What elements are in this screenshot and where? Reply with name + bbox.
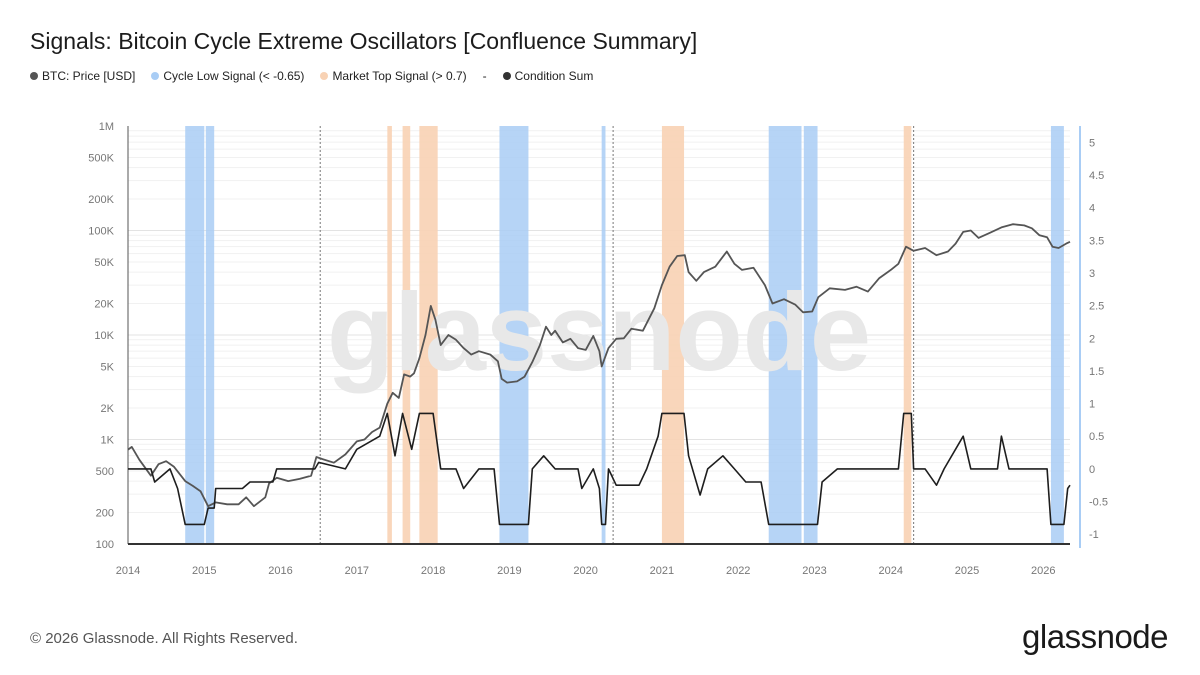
legend-condition-sum-dot <box>502 72 511 80</box>
cycle-low-band <box>803 126 818 544</box>
market-top-band <box>419 126 438 544</box>
chart-title: Signals: Bitcoin Cycle Extreme Oscillato… <box>30 28 698 54</box>
legend-price-dot <box>30 72 38 80</box>
glassnode-logo: glassnode <box>1022 618 1168 655</box>
x-tick-label: 2021 <box>650 565 674 577</box>
y-left-tick-label: 1K <box>101 435 115 447</box>
cycle-low-band <box>499 126 529 544</box>
x-tick-label: 2019 <box>497 565 521 577</box>
x-tick-label: 2016 <box>268 565 292 577</box>
legend-item-condition-sum[interactable]: Condition Sum <box>502 69 594 83</box>
legend-item-cycle-low[interactable]: Cycle Low Signal (< -0.65) <box>151 69 304 83</box>
cycle-low-band <box>185 126 205 544</box>
cycle-low-band <box>601 126 606 544</box>
chart-svg: glassnode1002005001K2K5K10K20K50K100K200… <box>88 121 1108 577</box>
copyright-footer: © 2026 Glassnode. All Rights Reserved. <box>30 630 298 647</box>
x-tick-label: 2024 <box>879 565 903 577</box>
y-right-tick-label: 2 <box>1089 333 1095 345</box>
y-left-tick-label: 50K <box>94 257 114 269</box>
y-left-tick-label: 200K <box>88 194 114 206</box>
y-left-tick-label: 2K <box>101 403 115 415</box>
y-left-tick-label: 10K <box>94 330 114 342</box>
x-tick-label: 2026 <box>1031 565 1055 577</box>
y-left-tick-label: 100K <box>88 226 114 238</box>
condition-sum-line <box>128 412 1071 526</box>
legend-price-label: BTC: Price [USD] <box>42 69 136 83</box>
btc-price-line <box>127 223 1071 508</box>
chart-legend: BTC: Price [USD] Cycle Low Signal (< -0.… <box>30 69 609 83</box>
x-tick-label: 2023 <box>802 565 826 577</box>
y-right-tick-label: 3.5 <box>1089 235 1104 247</box>
x-tick-label: 2018 <box>421 565 445 577</box>
market-top-band <box>661 126 685 544</box>
x-tick-label: 2022 <box>726 565 750 577</box>
y-right-tick-label: 4.5 <box>1089 170 1104 182</box>
cycle-low-band <box>1050 126 1064 544</box>
legend-market-top-label: Market Top Signal (> 0.7) <box>332 69 467 83</box>
market-top-band <box>402 126 411 544</box>
y-right-tick-label: 1.5 <box>1089 366 1104 378</box>
market-top-band <box>387 126 392 544</box>
y-left-tick-label: 100 <box>96 539 114 551</box>
y-left-tick-label: 20K <box>94 299 114 311</box>
y-right-tick-label: -1 <box>1089 529 1099 541</box>
legend-cycle-low-label: Cycle Low Signal (< -0.65) <box>163 69 305 83</box>
x-tick-label: 2017 <box>345 565 369 577</box>
legend-separator: - <box>482 69 487 83</box>
y-left-tick-label: 1M <box>99 121 114 133</box>
y-left-tick-label: 500K <box>88 152 114 164</box>
y-right-tick-label: 1 <box>1089 399 1095 411</box>
y-right-tick-label: 2.5 <box>1089 301 1104 313</box>
cycle-low-band <box>205 126 215 544</box>
y-right-tick-label: 0.5 <box>1089 431 1104 443</box>
x-tick-label: 2015 <box>192 565 216 577</box>
x-tick-label: 2020 <box>573 565 597 577</box>
legend-market-top-dot <box>320 72 329 80</box>
y-right-tick-label: -0.5 <box>1089 497 1108 509</box>
legend-cycle-low-dot <box>151 72 160 80</box>
y-left-tick-label: 200 <box>96 508 114 520</box>
watermark: glassnode <box>327 271 871 394</box>
signal-bands <box>185 126 1064 544</box>
legend-condition-sum-label: Condition Sum <box>514 69 594 83</box>
y-right-tick-label: 4 <box>1089 203 1095 215</box>
y-right-tick-label: 3 <box>1089 268 1095 280</box>
y-left-tick-label: 500 <box>96 466 114 478</box>
y-right-tick-label: 5 <box>1089 137 1095 149</box>
market-top-band <box>903 126 912 544</box>
y-right-tick-label: 0 <box>1089 464 1095 476</box>
legend-item-price[interactable]: BTC: Price [USD] <box>30 69 135 83</box>
y-left-tick-label: 5K <box>101 361 115 373</box>
x-tick-label: 2014 <box>116 565 140 577</box>
x-tick-label: 2025 <box>955 565 979 577</box>
legend-item-market-top[interactable]: Market Top Signal (> 0.7) <box>320 69 467 83</box>
cycle-low-band <box>768 126 802 544</box>
